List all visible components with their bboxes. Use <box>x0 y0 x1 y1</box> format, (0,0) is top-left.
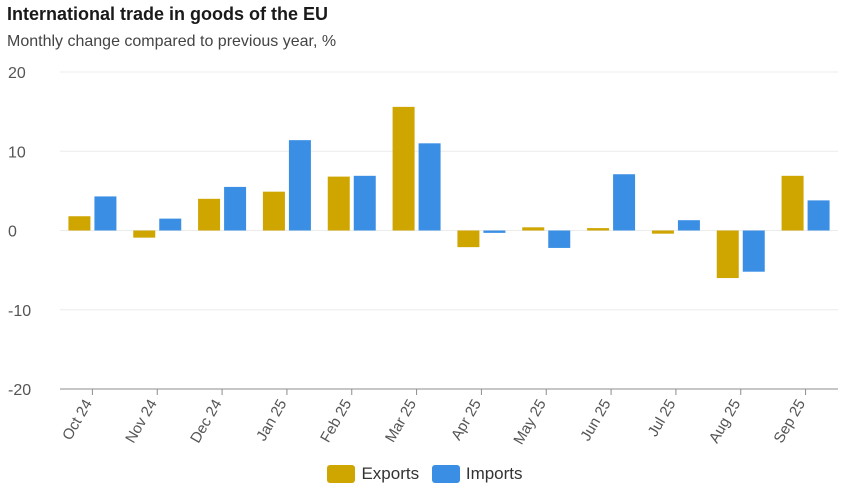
x-tick-label: Jan 25 <box>253 397 290 445</box>
x-tick-label: Dec 24 <box>187 397 225 447</box>
x-tick-label: Oct 24 <box>59 397 96 444</box>
y-tick-label: 10 <box>8 144 26 161</box>
x-tick-label: Feb 25 <box>317 397 355 446</box>
legend-label-exports: Exports <box>361 464 420 483</box>
chart-title: International trade in goods of the EU <box>7 4 329 24</box>
bar-imports-jul-25 <box>677 220 700 231</box>
bar-exports-apr-25 <box>457 230 480 248</box>
bar-exports-feb-25 <box>327 176 350 231</box>
chart-subtitle: Monthly change compared to previous year… <box>7 33 337 50</box>
x-tick-label: May 25 <box>510 397 549 448</box>
y-tick-label: 0 <box>8 224 17 241</box>
legend: Exports Imports <box>0 464 850 488</box>
bar-imports-aug-25 <box>742 230 765 272</box>
legend-swatch-imports <box>431 465 460 483</box>
bar-imports-apr-25 <box>483 230 506 233</box>
bar-imports-jun-25 <box>613 174 636 231</box>
x-tick-label: Mar 25 <box>382 397 420 446</box>
bar-imports-may-25 <box>548 230 571 248</box>
bar-exports-jul-25 <box>651 230 674 234</box>
x-tick-label: Aug 25 <box>706 397 744 447</box>
legend-item-imports[interactable]: Imports <box>431 464 523 484</box>
bar-exports-jan-25 <box>262 191 285 231</box>
bar-exports-may-25 <box>522 227 545 231</box>
bar-imports-mar-25 <box>418 143 441 231</box>
bar-imports-dec-24 <box>224 186 247 231</box>
legend-item-exports[interactable]: Exports <box>327 464 419 484</box>
bar-exports-nov-24 <box>133 230 156 238</box>
bar-imports-oct-24 <box>94 196 117 231</box>
bar-imports-feb-25 <box>353 175 376 231</box>
x-tick-label: Apr 25 <box>448 396 485 443</box>
legend-label-imports: Imports <box>465 464 523 483</box>
bar-imports-sep-25 <box>807 200 830 231</box>
legend-swatch-exports <box>327 465 356 483</box>
bar-exports-oct-24 <box>68 216 91 231</box>
x-tick-label: Nov 24 <box>122 397 160 447</box>
x-tick-label: Sep 25 <box>771 397 809 447</box>
bar-imports-jan-25 <box>288 140 311 231</box>
y-tick-label: -20 <box>8 382 31 399</box>
bar-imports-nov-24 <box>159 218 182 231</box>
y-tick-label: -10 <box>8 303 31 320</box>
x-tick-label: Jun 25 <box>577 397 614 445</box>
y-tick-label: 20 <box>8 65 26 82</box>
bar-exports-dec-24 <box>198 198 221 231</box>
bar-exports-sep-25 <box>781 175 804 231</box>
bar-exports-jun-25 <box>587 228 610 231</box>
bar-exports-aug-25 <box>716 230 739 279</box>
bar-exports-mar-25 <box>392 106 415 231</box>
x-tick-label: Jul 25 <box>645 397 680 440</box>
